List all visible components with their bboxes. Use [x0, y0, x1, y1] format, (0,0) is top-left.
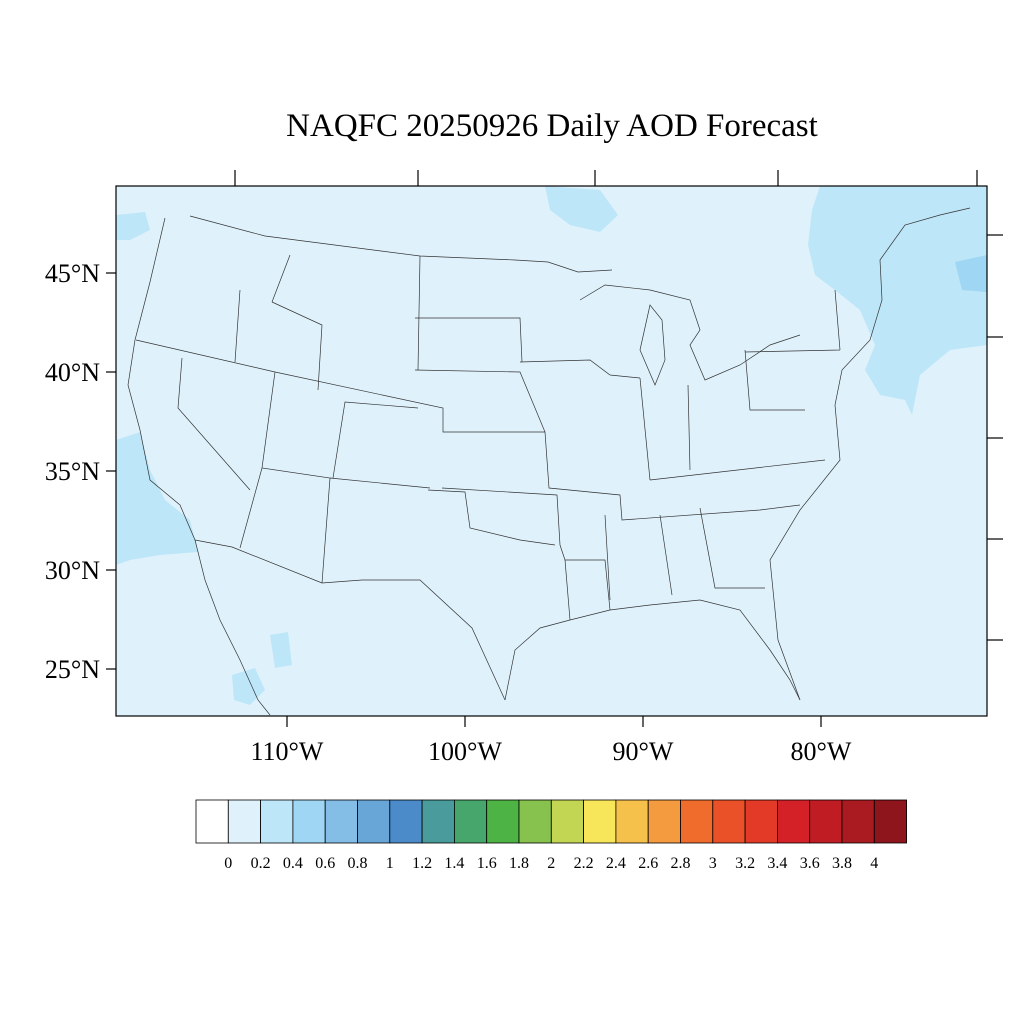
aod-patch-northeast	[808, 186, 987, 415]
colorbar-tick-label: 4	[870, 855, 878, 872]
colorbar-tick-label: 1	[386, 855, 394, 872]
colorbar-tick-label: 2.8	[671, 855, 691, 872]
lat-label: 25°N	[45, 655, 100, 684]
colorbar-swatch	[550, 799, 584, 844]
colorbar-tick-label: 1.8	[509, 855, 529, 872]
aod-peak-patch	[955, 255, 987, 292]
colorbar-tick-label: 0.2	[251, 855, 271, 872]
colorbar-swatch	[453, 799, 488, 844]
colorbar-swatch	[744, 799, 778, 844]
great-lakes-outline	[579, 284, 801, 386]
colorbar-tick-label: 3.4	[767, 855, 787, 872]
colorbar-swatch	[809, 799, 843, 844]
aod-patch-pacific-north	[116, 212, 150, 240]
longitude-labels: 110°W 100°W 90°W 80°W	[251, 737, 852, 766]
colorbar-labels: 0 0.2 0.4 0.6 0.8 1 1.2 1.4 1.6 1.8 2 2.2 2.4 2.6 2.8 3…	[224, 855, 878, 872]
colorbar-swatch	[389, 799, 423, 844]
colorbar-swatch	[712, 799, 746, 844]
colorbar-tick-label: 0	[224, 855, 232, 872]
aod-patch-mexico-west	[270, 632, 292, 668]
colorbar	[195, 799, 907, 844]
us-canada-border	[189, 215, 613, 273]
colorbar-tick-label: 0.8	[348, 855, 368, 872]
aod-higher-patches	[116, 186, 987, 705]
colorbar-swatch	[324, 799, 358, 844]
pacific-coast	[127, 217, 271, 716]
lat-label: 30°N	[45, 556, 100, 585]
map-frame	[115, 185, 988, 717]
colorbar-swatch	[841, 799, 875, 844]
colorbar-swatch	[583, 799, 617, 844]
aod-patch-baja	[232, 668, 265, 705]
colorbar-tick-label: 2.6	[638, 855, 658, 872]
lon-label: 110°W	[251, 737, 324, 766]
lat-label: 35°N	[45, 457, 100, 486]
colorbar-swatch	[647, 799, 681, 844]
colorbar-swatch	[873, 799, 907, 844]
state-boundaries	[127, 207, 971, 716]
colorbar-swatch	[357, 799, 391, 844]
colorbar-tick-label: 3.8	[832, 855, 852, 872]
colorbar-tick-label: 1.4	[444, 855, 464, 872]
colorbar-tick-label: 0.6	[315, 855, 335, 872]
lon-label: 90°W	[613, 737, 674, 766]
colorbar-tick-label: 3.2	[735, 855, 755, 872]
colorbar-swatch	[292, 799, 326, 844]
colorbar-tick-label: 2.2	[574, 855, 594, 872]
colorbar-tick-label: 1.2	[412, 855, 432, 872]
lat-label: 40°N	[45, 358, 100, 387]
colorbar-tick-label: 3	[709, 855, 717, 872]
colorbar-swatch	[421, 799, 455, 844]
colorbar-swatch	[777, 799, 811, 844]
colorbar-tick-label: 3.6	[800, 855, 820, 872]
gulf-coast	[504, 599, 801, 701]
colorbar-swatch	[195, 799, 229, 844]
lon-label: 100°W	[428, 737, 502, 766]
latitude-labels: 45°N 40°N 35°N 30°N 25°N	[45, 259, 100, 684]
atlantic-coast	[769, 207, 971, 701]
colorbar-swatch	[260, 799, 294, 844]
colorbar-tick-label: 1.6	[477, 855, 497, 872]
axis-ticks	[106, 170, 1003, 727]
colorbar-swatch	[486, 799, 520, 844]
us-mexico-border	[194, 539, 506, 701]
map-title: NAQFC 20250926 Daily AOD Forecast	[286, 108, 818, 144]
colorbar-tick-label: 2	[547, 855, 555, 872]
colorbar-tick-label: 2.4	[606, 855, 626, 872]
lat-label: 45°N	[45, 259, 100, 288]
aod-patch-great-lakes	[545, 186, 618, 232]
lon-label: 80°W	[791, 737, 852, 766]
colorbar-swatch	[615, 799, 649, 844]
aod-patch-pacific-south	[116, 432, 198, 565]
colorbar-swatch	[227, 799, 262, 844]
colorbar-swatch	[518, 799, 552, 844]
colorbar-swatch	[680, 799, 714, 844]
state-lines	[135, 254, 841, 621]
colorbar-tick-label: 0.4	[283, 855, 303, 872]
